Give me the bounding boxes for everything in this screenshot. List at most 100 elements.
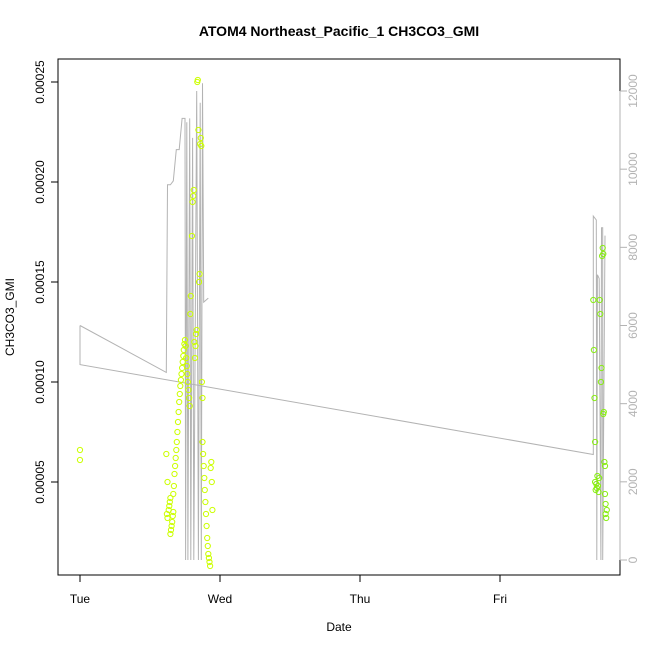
data-point	[596, 474, 603, 482]
data-point	[172, 454, 179, 462]
data-point	[76, 446, 84, 454]
right-tick-label: 8000	[626, 234, 640, 261]
data-point	[185, 386, 192, 394]
data-point	[195, 126, 202, 134]
x-axis-label: Date	[326, 620, 352, 634]
right-tick-label: 6000	[626, 312, 640, 339]
data-point	[173, 438, 180, 446]
chart-title: ATOM4 Northeast_Pacific_1 CH3CO3_GMI	[199, 23, 479, 39]
data-point	[173, 446, 180, 454]
left-tick-label: 0.00015	[33, 260, 47, 304]
data-point	[193, 326, 200, 334]
y-axis-label: CH3CO3_GMI	[3, 278, 17, 356]
data-point	[194, 76, 201, 84]
data-point	[206, 558, 213, 566]
data-point	[204, 534, 211, 542]
data-point	[195, 278, 203, 286]
data-point	[191, 338, 198, 346]
x-axis: Tue Wed Thu Fri	[70, 574, 507, 606]
data-point	[190, 186, 197, 194]
data-point	[596, 296, 603, 304]
data-point	[200, 450, 207, 458]
left-tick-label: 0.00025	[33, 60, 47, 104]
data-point	[170, 490, 177, 498]
data-point	[199, 438, 206, 446]
data-point	[169, 512, 176, 520]
data-point	[203, 522, 210, 530]
data-point	[602, 510, 609, 518]
data-points	[76, 76, 610, 570]
data-point	[168, 522, 175, 530]
data-point	[591, 394, 598, 402]
data-point	[199, 394, 206, 402]
data-point	[167, 526, 175, 534]
data-point	[187, 310, 194, 318]
data-point	[182, 342, 189, 350]
data-point	[174, 428, 181, 436]
data-point	[196, 270, 203, 278]
altitude-line	[79, 83, 209, 561]
data-point	[207, 464, 214, 472]
data-point	[163, 450, 170, 458]
data-point	[191, 354, 198, 362]
data-point	[600, 250, 607, 258]
data-point	[598, 364, 605, 372]
data-point	[176, 398, 183, 406]
data-point	[170, 508, 177, 516]
data-point	[167, 530, 174, 538]
data-point	[169, 518, 176, 526]
x-tick-label: Tue	[70, 592, 91, 606]
right-tick-label: 2000	[626, 468, 640, 495]
data-point	[178, 370, 185, 378]
data-point	[177, 376, 184, 384]
data-point	[595, 488, 602, 496]
data-point	[184, 370, 191, 378]
left-tick-label: 0.00010	[33, 360, 47, 404]
data-point	[187, 292, 194, 300]
left-tick-label: 0.00020	[33, 160, 47, 204]
data-point	[184, 378, 191, 386]
data-point	[202, 510, 210, 518]
data-point	[166, 498, 173, 506]
data-point	[183, 354, 190, 362]
data-point	[174, 418, 182, 426]
data-point	[171, 470, 178, 478]
data-point	[192, 342, 199, 350]
data-point	[183, 362, 190, 370]
data-point	[172, 462, 179, 470]
left-axis: 0.00005 0.00010 0.00015 0.00020 0.00025	[33, 60, 59, 504]
data-point	[205, 554, 212, 562]
data-point	[170, 482, 177, 490]
data-point	[204, 542, 211, 550]
data-point	[197, 134, 204, 142]
right-tick-label: 12000	[626, 74, 640, 108]
data-point	[209, 506, 216, 514]
data-point	[594, 482, 602, 490]
x-tick-label: Wed	[208, 592, 232, 606]
data-point	[190, 192, 197, 200]
right-tick-label: 10000	[626, 152, 640, 186]
data-point	[179, 358, 186, 366]
x-tick-label: Thu	[350, 592, 371, 606]
data-point	[177, 382, 184, 390]
data-point	[208, 478, 215, 486]
data-point	[164, 478, 171, 486]
right-tick-label: 4000	[626, 390, 640, 417]
data-point	[592, 438, 599, 446]
data-point	[590, 346, 598, 354]
data-point	[602, 500, 609, 508]
data-point	[193, 330, 200, 338]
data-point	[186, 394, 193, 402]
data-point	[186, 402, 193, 410]
data-point	[76, 456, 84, 464]
data-point	[189, 198, 196, 206]
data-point	[601, 458, 608, 466]
data-point	[167, 494, 174, 502]
data-point	[599, 244, 606, 252]
data-point	[188, 232, 196, 240]
data-point	[181, 336, 189, 344]
x-tick-label: Fri	[493, 592, 507, 606]
plot-frame	[57, 58, 621, 576]
data-point	[201, 486, 208, 494]
